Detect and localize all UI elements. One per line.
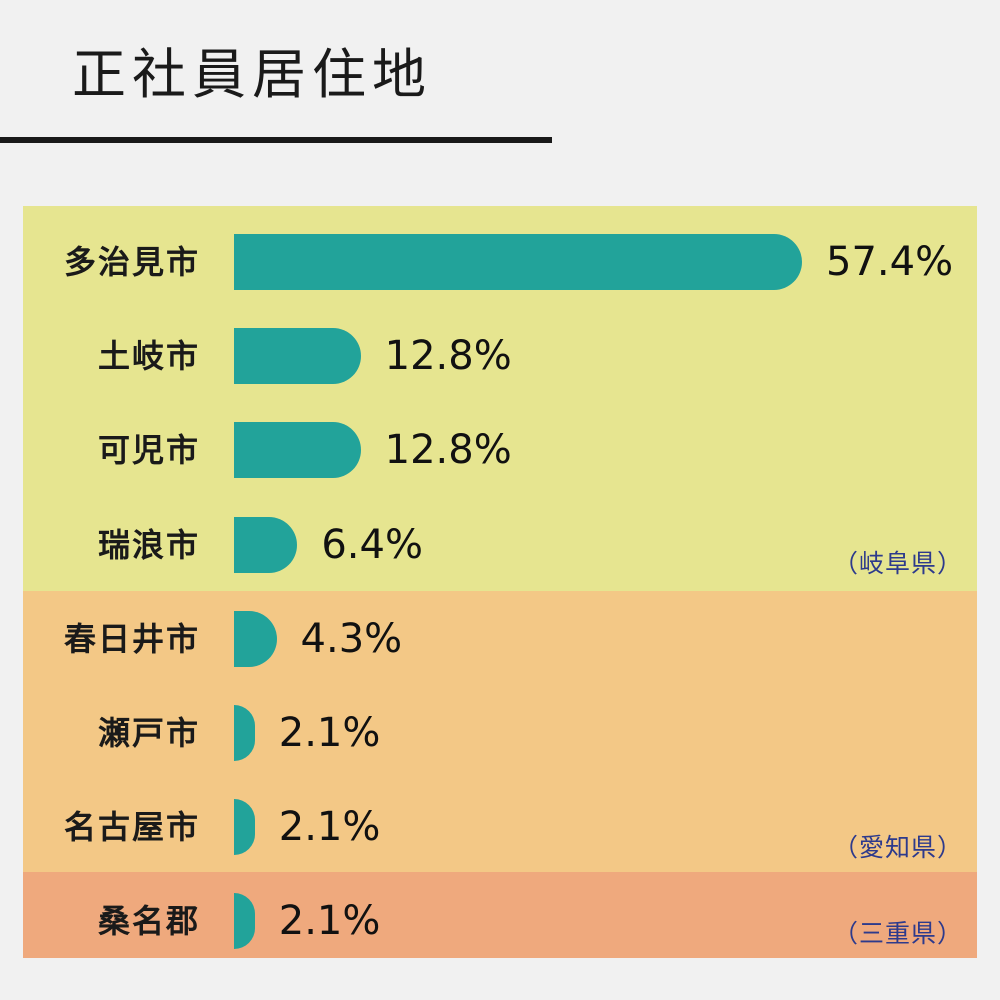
category-label: 多治見市: [63, 243, 200, 281]
value-label: 12.8%: [384, 427, 512, 474]
bar-row: 瀬戸市 2.1%: [0, 705, 1000, 761]
value-label: 12.8%: [384, 333, 512, 380]
bar: [234, 705, 255, 761]
region-label-mie: （三重県）: [832, 919, 963, 948]
bar: [234, 610, 277, 667]
bar-row: 桑名郡 2.1%: [0, 893, 1000, 950]
bar: [234, 799, 255, 856]
bar-row: 多治見市 57.4%: [0, 234, 1000, 290]
bar: [234, 422, 361, 479]
bar: [234, 234, 802, 290]
bar-row: 春日井市 4.3%: [0, 610, 1000, 667]
value-label: 57.4%: [826, 239, 954, 285]
bar: [234, 516, 298, 573]
value-label: 6.4%: [321, 521, 423, 568]
category-label: 名古屋市: [63, 808, 200, 847]
region-label-gifu: （岐阜県）: [832, 549, 963, 578]
value-label: 2.1%: [278, 804, 381, 851]
value-label: 2.1%: [278, 710, 381, 756]
bar-row: 土岐市 12.8%: [0, 328, 1000, 385]
bar: [234, 328, 361, 385]
title-underline: [0, 137, 552, 143]
region-band-aichi: （愛知県）: [23, 591, 977, 872]
page-title: 正社員居住地: [72, 43, 432, 106]
value-label: 2.1%: [278, 898, 381, 945]
category-label: 土岐市: [97, 337, 200, 376]
bar-row: 名古屋市 2.1%: [0, 799, 1000, 856]
value-label: 4.3%: [300, 615, 403, 662]
bar: [234, 893, 255, 950]
category-label: 桑名郡: [97, 902, 200, 941]
category-label: 春日井市: [63, 619, 200, 658]
bar-row: 可児市 12.8%: [0, 422, 1000, 479]
bar-row: 瑞浪市 6.4%: [0, 516, 1000, 573]
category-label: 瀬戸市: [97, 714, 200, 752]
category-label: 可児市: [97, 431, 200, 470]
region-band-mie: （三重県）: [23, 872, 977, 958]
category-label: 瑞浪市: [97, 525, 200, 564]
region-label-aichi: （愛知県）: [832, 833, 963, 862]
